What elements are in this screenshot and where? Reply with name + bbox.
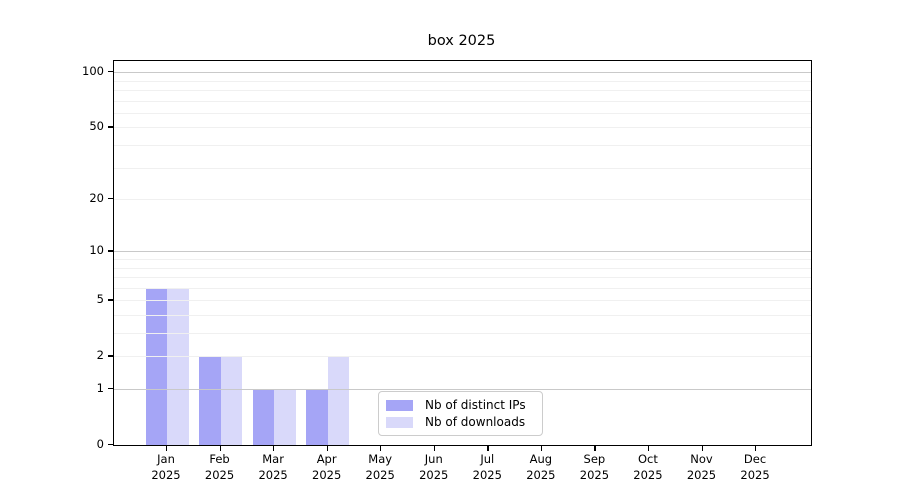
legend-item-distinct-ips: Nb of distinct IPs — [386, 397, 534, 413]
bar-feb-distinct-ips — [199, 356, 221, 445]
y-gridline-minor — [114, 127, 811, 129]
bar-apr-distinct-ips — [306, 389, 328, 445]
legend-label-downloads: Nb of downloads — [425, 415, 526, 429]
y-gridline-minor — [114, 267, 811, 269]
y-gridline-minor — [114, 167, 811, 169]
y-gridline-minor — [114, 112, 811, 114]
y-gridline-minor — [114, 80, 811, 82]
legend-swatch-distinct-ips — [386, 399, 413, 411]
y-gridline-minor — [114, 259, 811, 260]
legend-swatch-downloads — [386, 416, 413, 428]
y-gridline-minor — [114, 100, 811, 102]
y-tick-mark — [108, 126, 113, 128]
x-tick-mark — [594, 445, 596, 451]
y-tick-mark — [108, 388, 113, 390]
y-gridline-major — [114, 72, 811, 74]
x-tick-mark — [487, 445, 489, 451]
x-tick-mark — [433, 445, 436, 451]
x-tick-mark — [647, 445, 650, 451]
x-tick-mark — [273, 445, 275, 451]
x-tick-label-nov: Nov 2025 — [686, 452, 717, 482]
x-tick-mark — [219, 445, 221, 451]
y-tick-label: 100 — [82, 64, 104, 79]
y-gridline-minor — [114, 277, 811, 279]
x-tick-mark — [701, 445, 703, 451]
y-tick-mark — [108, 355, 113, 357]
legend: Nb of distinct IPs Nb of downloads — [378, 391, 543, 436]
y-gridline-major — [114, 389, 811, 390]
x-tick-label-oct: Oct 2025 — [633, 452, 663, 482]
bar-mar-downloads — [274, 389, 296, 445]
y-tick-label: 50 — [89, 119, 104, 134]
bar-feb-downloads — [220, 356, 243, 445]
y-gridline-minor — [114, 199, 811, 201]
bar-apr-downloads — [327, 356, 350, 445]
x-tick-mark — [755, 445, 757, 451]
y-tick-mark — [108, 250, 113, 252]
x-tick-mark — [326, 445, 328, 451]
x-tick-label-mar: Mar 2025 — [258, 452, 288, 482]
y-gridline-minor — [114, 90, 811, 92]
y-tick-label: 20 — [89, 191, 104, 206]
y-gridline-major — [114, 251, 811, 253]
x-tick-mark — [166, 445, 168, 451]
y-tick-label: 5 — [96, 292, 104, 307]
y-gridline-minor — [114, 356, 811, 358]
x-tick-label-dec: Dec 2025 — [740, 452, 770, 482]
x-tick-label-jul: Jul 2025 — [472, 452, 502, 482]
y-tick-label: 1 — [96, 381, 104, 395]
y-tick-mark — [108, 71, 113, 73]
y-tick-mark — [108, 198, 113, 200]
y-gridline-minor — [114, 145, 811, 147]
bar-jan-distinct-ips — [145, 287, 167, 445]
y-gridline-minor — [114, 287, 811, 289]
bar-jan-downloads — [167, 287, 189, 445]
y-tick-mark — [108, 444, 113, 446]
legend-item-downloads: Nb of downloads — [386, 414, 534, 430]
x-tick-label-aug: Aug 2025 — [526, 452, 556, 482]
chart-title: box 2025 — [427, 33, 496, 49]
bar-mar-distinct-ips — [252, 389, 275, 445]
legend-label-distinct-ips: Nb of distinct IPs — [425, 398, 526, 412]
x-tick-label-feb: Feb 2025 — [204, 452, 235, 482]
x-tick-label-jun: Jun 2025 — [419, 452, 449, 482]
y-tick-label: 10 — [89, 243, 104, 258]
x-tick-label-jan: Jan 2025 — [151, 452, 181, 482]
x-tick-mark — [380, 445, 382, 451]
y-gridline-minor — [114, 333, 811, 335]
x-tick-label-apr: Apr 2025 — [312, 452, 342, 482]
y-tick-label: 0 — [96, 437, 104, 451]
y-gridline-minor — [114, 314, 811, 316]
y-tick-mark — [108, 299, 113, 301]
y-tick-label: 2 — [96, 348, 104, 363]
plot-area — [113, 60, 812, 446]
x-tick-mark — [540, 445, 543, 451]
x-tick-label-may: May 2025 — [365, 452, 395, 482]
y-gridline-minor — [114, 300, 811, 302]
x-tick-label-sep: Sep 2025 — [579, 452, 610, 482]
